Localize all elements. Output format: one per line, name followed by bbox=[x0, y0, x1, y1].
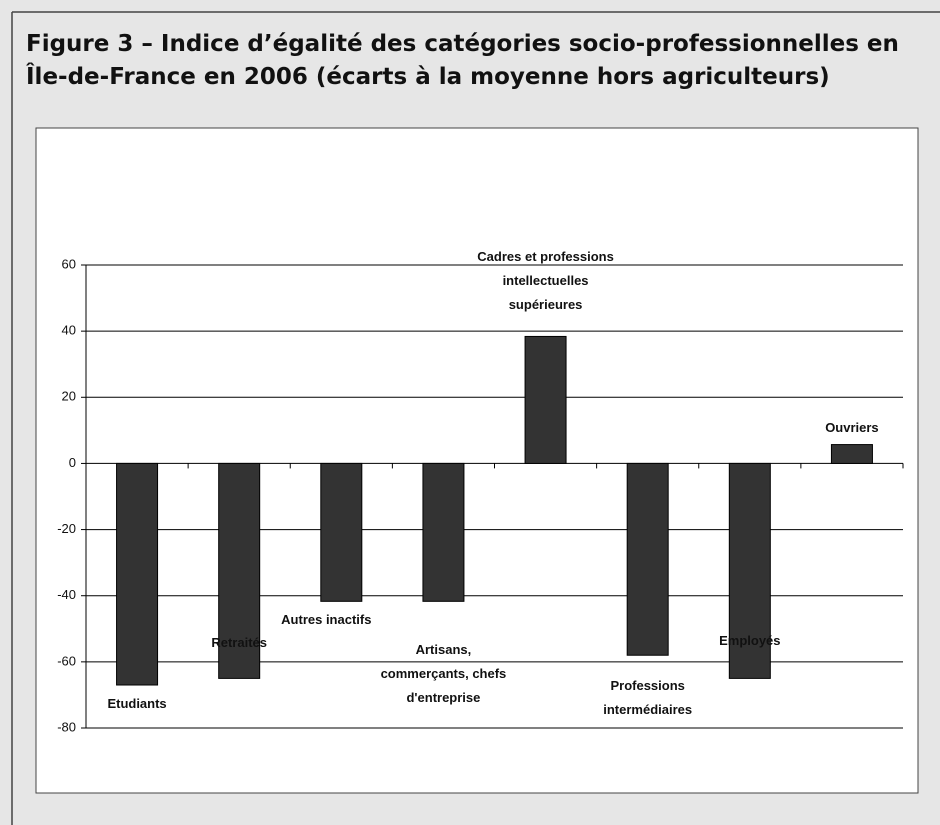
category-label: Autres inactifs bbox=[281, 612, 372, 627]
category-label: Cadres et professions intellectuelles su… bbox=[477, 249, 614, 312]
bar bbox=[830, 444, 873, 464]
bar bbox=[626, 462, 669, 656]
bar bbox=[524, 335, 567, 464]
bar bbox=[218, 462, 261, 679]
category-label: Artisans, commerçants, chefs d'entrepris… bbox=[380, 642, 507, 705]
plot-box bbox=[35, 127, 919, 794]
bar bbox=[728, 462, 771, 679]
y-tick-label: -60 bbox=[57, 653, 76, 668]
category-label: Etudiants bbox=[107, 696, 167, 711]
y-tick-label: 0 bbox=[69, 455, 76, 470]
category-label: Ouvriers bbox=[825, 420, 879, 435]
y-tick-label: 40 bbox=[62, 323, 76, 338]
category-label: Professions intermédiaires bbox=[603, 678, 693, 717]
y-tick-label: -80 bbox=[57, 719, 76, 734]
y-tick-label: 20 bbox=[62, 389, 76, 404]
chart-title: Figure 3 – Indice d’égalité des catégori… bbox=[26, 31, 899, 90]
category-label: Retraités bbox=[211, 635, 267, 650]
y-tick-label: 60 bbox=[62, 256, 76, 271]
bar bbox=[422, 462, 465, 602]
bar bbox=[320, 462, 363, 602]
y-tick-label: -20 bbox=[57, 521, 76, 536]
bar bbox=[116, 462, 159, 686]
category-label: Employés bbox=[719, 633, 781, 648]
y-tick-label: -40 bbox=[57, 587, 76, 602]
